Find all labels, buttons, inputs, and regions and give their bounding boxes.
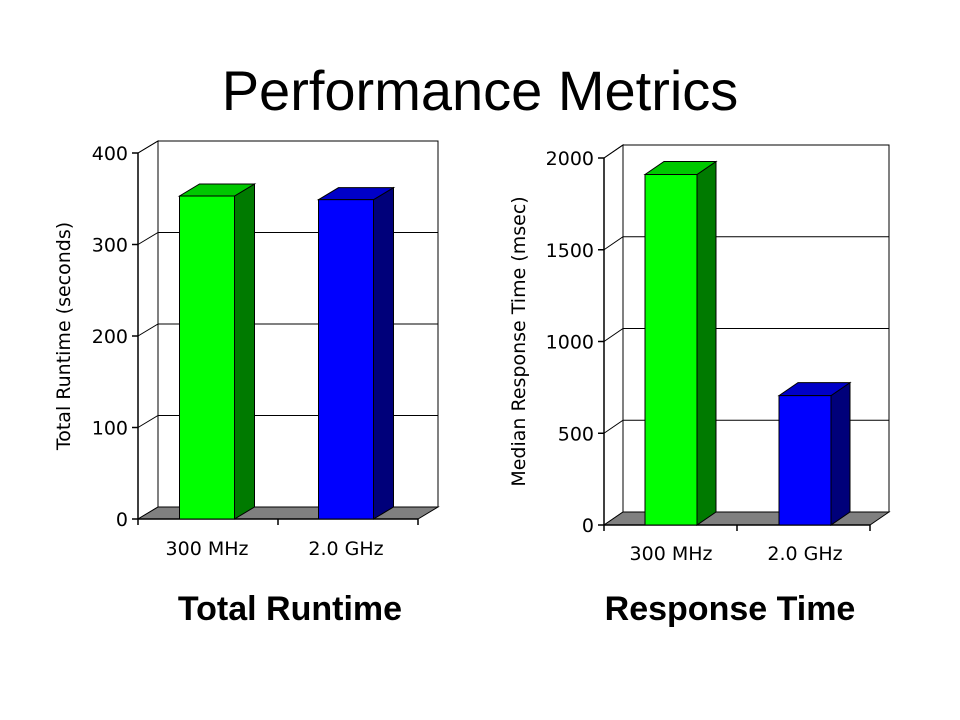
bar-side [830,381,851,526]
y-tick-label: 0 [116,509,128,531]
y-axis-title: Median Response Time (msec) [508,196,530,486]
bar-front [644,174,698,526]
bar-side [696,160,717,526]
x-tick-label: 300 MHz [630,543,713,565]
bar-300mhz [177,183,257,520]
gridline [603,328,889,342]
bar-300mhz [643,160,718,526]
y-tick-label: 1000 [546,332,594,354]
bar-front [318,199,374,520]
y-tick-label: 200 [92,326,128,348]
bar-2ghz [316,186,396,520]
y-tick-label: 100 [92,418,128,440]
runtime-caption: Total Runtime [177,590,403,628]
y-tick-label: 500 [558,423,594,445]
y-tick-label: 0 [582,515,594,537]
slide-title: Performance Metrics [221,59,739,122]
x-tick-label: 2.0 GHz [767,543,842,565]
y-tick-label: 300 [92,235,128,257]
gridline [603,236,889,251]
gridline [603,144,889,159]
y-axis-title: Total Runtime (seconds) [53,222,75,451]
y-tick-label: 400 [92,143,128,165]
x-tick-label: 300 MHz [166,538,249,560]
response-time-caption: Response Time [604,590,856,628]
gridline [137,140,438,154]
bar-2ghz [777,381,852,526]
y-tick-label: 2000 [546,148,594,170]
x-tick-label: 2.0 GHz [308,538,383,560]
y-tick-label: 1500 [546,240,594,262]
bar-front [778,395,832,526]
bar-front [179,195,235,520]
